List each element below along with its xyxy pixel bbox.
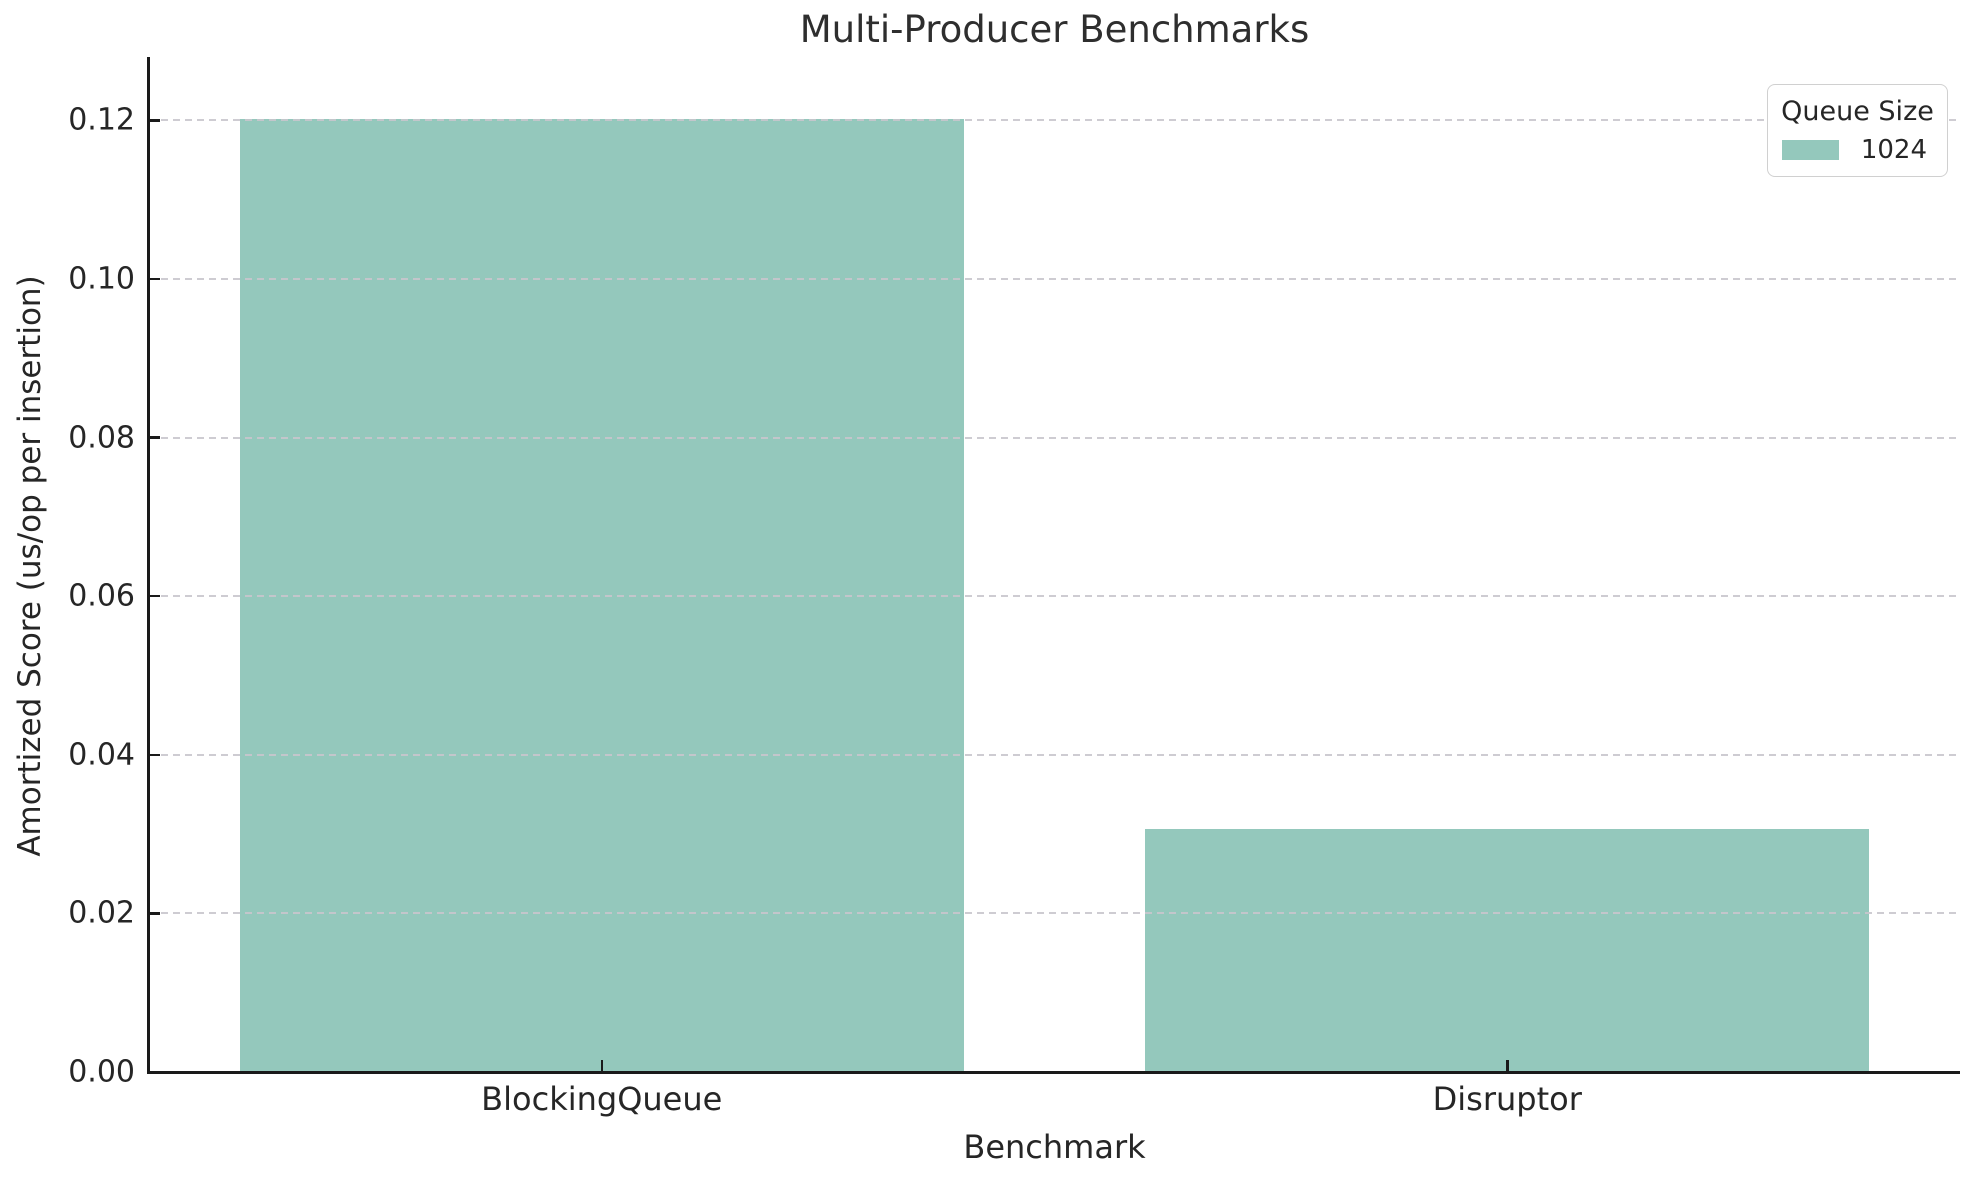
gridline <box>149 753 1960 756</box>
legend-entry-label: 1024 <box>1860 134 1927 165</box>
x-axis-spine <box>146 1070 1960 1074</box>
gridline <box>149 278 1960 281</box>
x-tick-label: BlockingQueue <box>481 1080 723 1118</box>
x-tick-label: Disruptor <box>1432 1080 1582 1118</box>
legend-swatch <box>1782 139 1839 160</box>
gridline <box>149 912 1960 915</box>
gridline <box>149 436 1960 439</box>
bar-disruptor <box>1145 828 1870 1072</box>
y-tick-mark <box>149 594 160 598</box>
gridline <box>149 119 1960 122</box>
legend-entries: 1024 <box>1768 135 1947 165</box>
y-tick-mark <box>149 753 160 757</box>
y-tick-label: 0.08 <box>68 420 135 456</box>
y-tick-label: 0.02 <box>68 895 135 931</box>
y-tick-label: 0.10 <box>68 261 135 297</box>
y-axis-spine <box>146 57 150 1074</box>
y-tick-mark <box>149 436 160 439</box>
chart-title: Multi-Producer Benchmarks <box>799 8 1310 51</box>
y-tick-label: 0.04 <box>68 737 135 773</box>
gridline <box>149 595 1960 598</box>
x-axis-label: Benchmark <box>963 1128 1146 1166</box>
y-tick-label: 0.12 <box>68 102 135 138</box>
y-tick-label: 0.06 <box>68 578 135 614</box>
y-tick-mark <box>149 277 160 281</box>
legend-title: Queue Size <box>1781 96 1934 128</box>
y-tick-label: 0.00 <box>68 1054 135 1090</box>
x-tick-mark <box>600 1060 603 1071</box>
y-tick-mark <box>149 912 160 915</box>
y-tick-mark <box>149 119 160 122</box>
x-tick-mark <box>1506 1060 1509 1071</box>
legend-entry: 1024 <box>1768 135 1947 165</box>
legend-box: Queue Size 1024 <box>1767 84 1948 177</box>
